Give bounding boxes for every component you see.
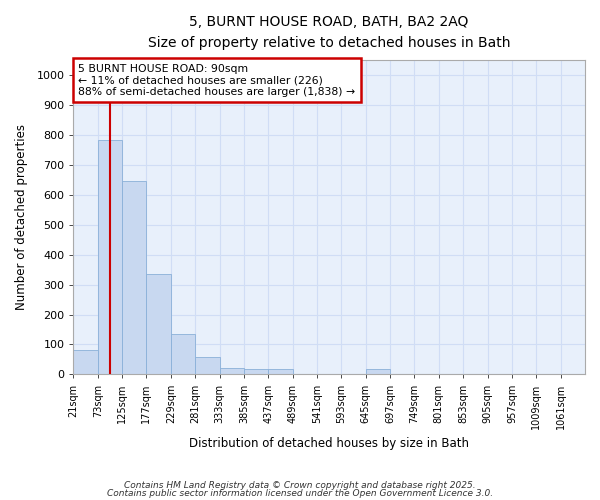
X-axis label: Distribution of detached houses by size in Bath: Distribution of detached houses by size …	[189, 437, 469, 450]
Bar	[73, 350, 98, 374]
Bar	[366, 369, 390, 374]
Y-axis label: Number of detached properties: Number of detached properties	[15, 124, 28, 310]
Text: Contains HM Land Registry data © Crown copyright and database right 2025.: Contains HM Land Registry data © Crown c…	[124, 481, 476, 490]
Text: 5 BURNT HOUSE ROAD: 90sqm
← 11% of detached houses are smaller (226)
88% of semi: 5 BURNT HOUSE ROAD: 90sqm ← 11% of detac…	[79, 64, 356, 97]
Bar	[220, 368, 244, 374]
Bar	[171, 334, 195, 374]
Text: Contains public sector information licensed under the Open Government Licence 3.: Contains public sector information licen…	[107, 488, 493, 498]
Title: 5, BURNT HOUSE ROAD, BATH, BA2 2AQ
Size of property relative to detached houses : 5, BURNT HOUSE ROAD, BATH, BA2 2AQ Size …	[148, 15, 511, 50]
Bar	[195, 358, 220, 374]
Bar	[122, 180, 146, 374]
Bar	[98, 140, 122, 374]
Bar	[244, 369, 268, 374]
Bar	[268, 369, 293, 374]
Bar	[146, 274, 171, 374]
